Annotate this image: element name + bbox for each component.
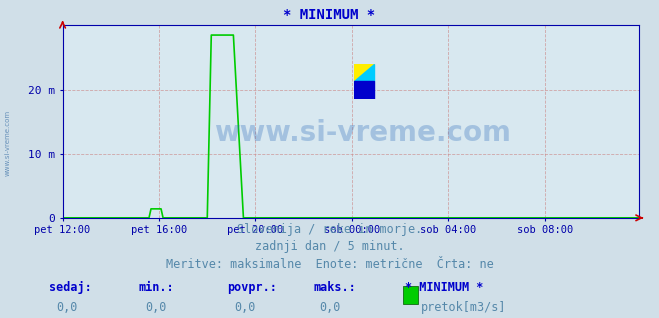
Text: pretok[m3/s]: pretok[m3/s]	[420, 301, 506, 314]
Text: Meritve: maksimalne  Enote: metrične  Črta: ne: Meritve: maksimalne Enote: metrične Črta…	[165, 258, 494, 271]
Text: zadnji dan / 5 minut.: zadnji dan / 5 minut.	[254, 240, 405, 253]
Polygon shape	[354, 64, 374, 81]
Text: * MINIMUM *: * MINIMUM *	[405, 281, 484, 294]
Text: maks.:: maks.:	[313, 281, 356, 294]
Text: sedaj:: sedaj:	[49, 281, 92, 294]
Text: 0,0: 0,0	[56, 301, 77, 314]
Text: min.:: min.:	[138, 281, 174, 294]
Polygon shape	[354, 64, 374, 81]
Text: 0,0: 0,0	[234, 301, 255, 314]
Text: 0,0: 0,0	[320, 301, 341, 314]
Text: 0,0: 0,0	[145, 301, 166, 314]
Text: * MINIMUM *: * MINIMUM *	[283, 8, 376, 22]
Polygon shape	[354, 81, 374, 99]
Text: www.si-vreme.com: www.si-vreme.com	[214, 119, 511, 147]
Text: povpr.:: povpr.:	[227, 281, 277, 294]
Text: www.si-vreme.com: www.si-vreme.com	[5, 110, 11, 176]
Text: Slovenija / reke in morje.: Slovenija / reke in morje.	[237, 223, 422, 236]
